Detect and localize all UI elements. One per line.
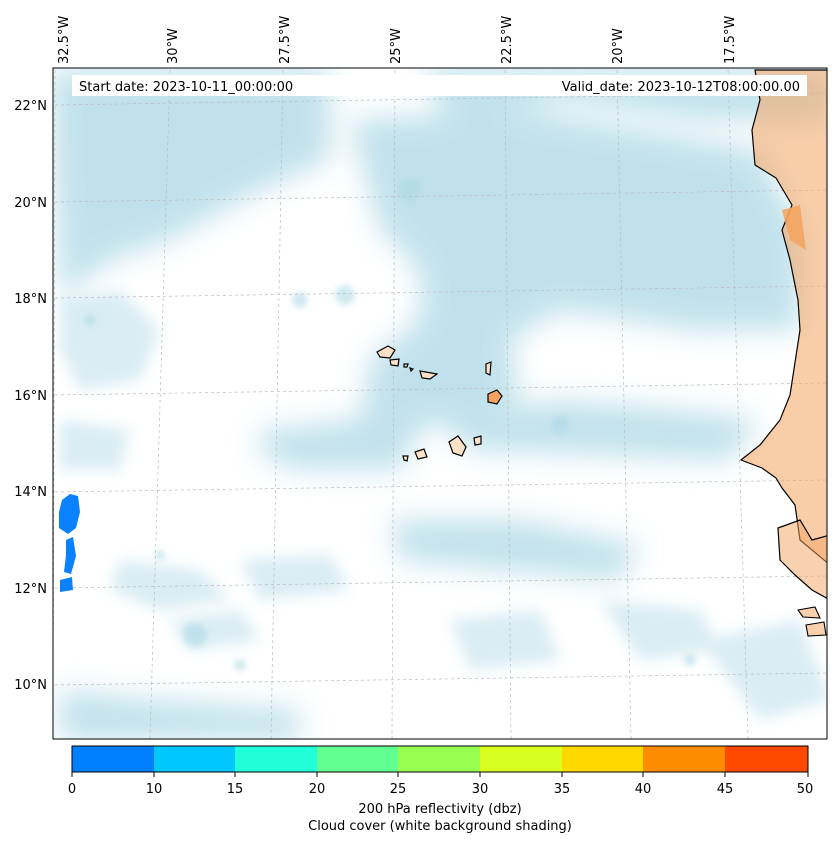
colorbar-segment <box>72 746 154 772</box>
reflectivity-cells <box>59 494 80 592</box>
lat-label: 14°N <box>14 485 47 500</box>
lon-label: 30°W <box>166 28 181 64</box>
colorbar-frame <box>71 745 809 773</box>
colorbar-subtitle: Cloud cover (white background shading) <box>308 819 572 834</box>
lon-label: 22.5°W <box>500 16 515 64</box>
lat-label: 22°N <box>14 99 47 114</box>
colorbar-tick-label: 40 <box>635 782 652 797</box>
header-bar <box>72 75 807 96</box>
colorbar-segment <box>398 746 480 772</box>
colorbar-segment <box>643 746 725 772</box>
start-date: Start date: 2023-10-11_00:00:00 <box>79 80 293 95</box>
cloud-cover-shading <box>53 70 827 739</box>
lat-label: 20°N <box>14 196 47 211</box>
lat-label: 16°N <box>14 389 47 404</box>
colorbar-tick-label: 0 <box>68 782 76 797</box>
colorbar: 0 10 15 20 25 30 35 40 45 50 200 hPa ref… <box>68 745 814 834</box>
colorbar-segment <box>480 746 562 772</box>
colorbar-tick-label: 10 <box>146 782 163 797</box>
colorbar-segment <box>562 746 644 772</box>
africa-coast <box>739 69 827 637</box>
lon-labels: 32.5°W 30°W 27.5°W 25°W 22.5°W 20°W 17.5… <box>57 16 738 64</box>
colorbar-segment <box>154 746 236 772</box>
lon-label: 32.5°W <box>57 16 72 64</box>
lat-label: 10°N <box>14 678 47 693</box>
colorbar-tick-label: 20 <box>309 782 326 797</box>
lat-label: 18°N <box>14 292 47 307</box>
colorbar-tick-label: 35 <box>554 782 571 797</box>
lon-label: 27.5°W <box>278 16 293 64</box>
lat-label: 12°N <box>14 582 47 597</box>
colorbar-title: 200 hPa reflectivity (dbz) <box>358 802 521 817</box>
lat-labels: 22°N 20°N 18°N 16°N 14°N 12°N 10°N <box>14 99 47 693</box>
lon-label: 17.5°W <box>723 16 738 64</box>
colorbar-segment <box>725 746 808 772</box>
colorbar-tick-label: 15 <box>227 782 244 797</box>
map-frame <box>52 67 828 740</box>
colorbar-tick-label: 50 <box>797 782 814 797</box>
colorbar-segment <box>235 746 317 772</box>
cape-verde-islands <box>376 345 503 462</box>
valid-date: Valid_date: 2023-10-12T08:00:00.00 <box>562 80 800 95</box>
lon-label: 20°W <box>611 28 626 64</box>
lon-label: 25°W <box>389 28 404 64</box>
map-layers <box>53 69 827 739</box>
colorbar-tick-label: 45 <box>717 782 734 797</box>
colorbar-ticks <box>71 772 809 777</box>
graticule <box>53 69 827 739</box>
colorbar-tick-label: 25 <box>390 782 407 797</box>
colorbar-segment <box>317 746 399 772</box>
colorbar-tick-label: 30 <box>472 782 489 797</box>
